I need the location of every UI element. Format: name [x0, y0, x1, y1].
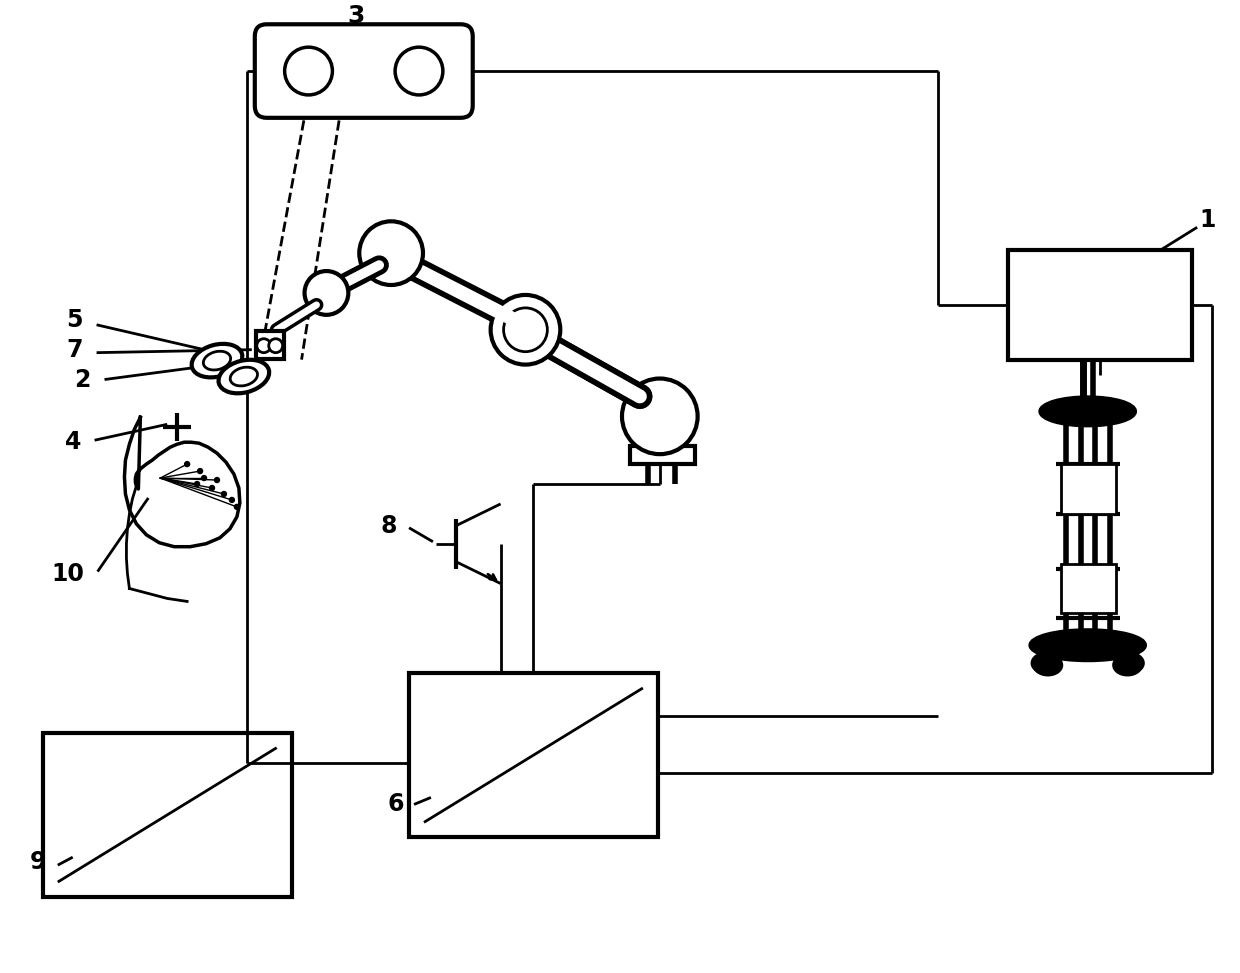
Ellipse shape: [1034, 655, 1061, 675]
Circle shape: [305, 271, 348, 315]
Bar: [255, 331, 284, 359]
Bar: [1061, 464, 1116, 514]
Bar: [1061, 563, 1116, 613]
Circle shape: [222, 491, 227, 496]
Circle shape: [491, 295, 560, 365]
Ellipse shape: [231, 367, 258, 386]
Ellipse shape: [1116, 653, 1143, 673]
Text: 10: 10: [51, 561, 84, 586]
Circle shape: [197, 469, 202, 474]
Circle shape: [285, 47, 332, 95]
Bar: [43, 733, 291, 897]
Circle shape: [269, 339, 283, 352]
Text: 9: 9: [30, 850, 46, 874]
Circle shape: [503, 307, 547, 351]
Text: 4: 4: [64, 430, 81, 454]
Text: 7: 7: [67, 338, 83, 362]
Circle shape: [234, 504, 239, 510]
Ellipse shape: [203, 351, 231, 370]
Text: 1: 1: [1199, 208, 1215, 233]
Ellipse shape: [218, 360, 269, 393]
Ellipse shape: [1040, 397, 1135, 425]
Circle shape: [396, 47, 443, 95]
Circle shape: [185, 461, 190, 467]
Circle shape: [257, 339, 270, 352]
Text: 6: 6: [388, 792, 404, 816]
Ellipse shape: [1114, 655, 1142, 675]
Bar: [630, 447, 694, 464]
Text: 2: 2: [74, 368, 91, 391]
Text: 8: 8: [381, 514, 397, 538]
Text: 3: 3: [347, 4, 365, 28]
Circle shape: [215, 478, 219, 483]
Ellipse shape: [1030, 631, 1145, 660]
Circle shape: [202, 476, 207, 481]
FancyBboxPatch shape: [254, 24, 472, 118]
Ellipse shape: [192, 343, 242, 378]
Circle shape: [195, 482, 200, 486]
Circle shape: [229, 497, 234, 502]
Text: 5: 5: [67, 307, 83, 332]
Bar: [409, 673, 657, 838]
Circle shape: [622, 378, 698, 454]
Bar: [1008, 250, 1192, 360]
Circle shape: [360, 221, 423, 285]
Ellipse shape: [1032, 653, 1060, 673]
Circle shape: [210, 486, 215, 490]
